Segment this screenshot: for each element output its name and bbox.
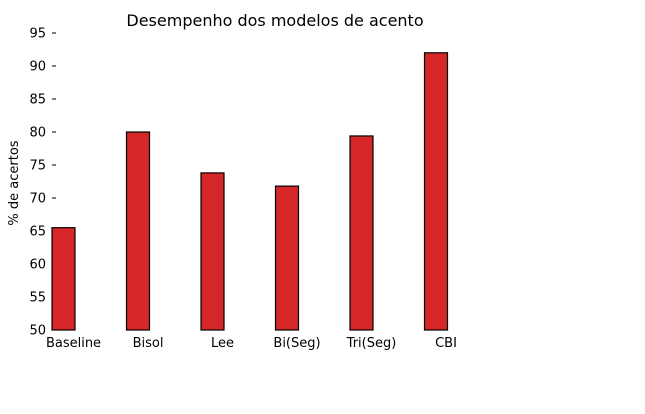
x-tick-label: Lee: [211, 336, 234, 351]
x-axis: Baseline Bisol Lee Bi(Seg) Tri(Seg) CBI: [46, 336, 457, 351]
y-tick-label: 50: [29, 324, 46, 339]
y-axis-label: % de acertos: [7, 140, 22, 225]
x-tick-label: CBI: [435, 336, 457, 351]
y-tick-label: 60: [29, 258, 46, 273]
x-tick-label: Bi(Seg): [273, 336, 320, 351]
y-tick-label: 90: [29, 60, 46, 75]
y-tick-label: 85: [29, 93, 46, 108]
y-tick-label: 55: [29, 291, 46, 306]
chart-title: Desempenho dos modelos de acento: [126, 11, 423, 30]
y-axis: 50 55 60 65 70 75 80 85 90 95: [29, 27, 56, 339]
y-tick-label: 70: [29, 192, 46, 207]
bar-baseline: [51, 227, 76, 331]
y-tick-label: 80: [29, 126, 46, 141]
y-tick-label: 65: [29, 225, 46, 240]
bar-tri-seg: [349, 135, 374, 331]
y-tick-label: 95: [29, 27, 46, 42]
x-tick-label: Tri(Seg): [346, 336, 397, 351]
y-tick-label: 75: [29, 159, 46, 174]
x-tick-label: Bisol: [133, 336, 164, 351]
bar-lee: [200, 172, 225, 331]
x-tick-label: Baseline: [46, 336, 101, 351]
bar-bisol: [125, 131, 151, 331]
bars: [51, 52, 449, 331]
bar-bi-seg: [274, 185, 300, 331]
bar-cbi: [423, 52, 449, 331]
